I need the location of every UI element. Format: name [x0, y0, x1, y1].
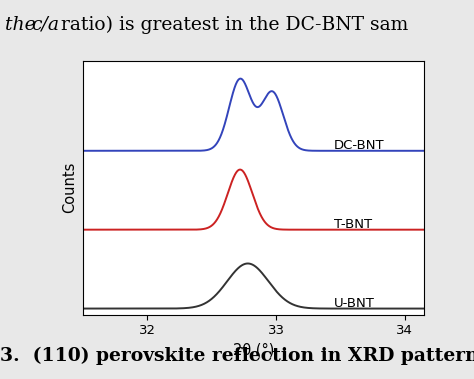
X-axis label: 2θ (°): 2θ (°)	[233, 343, 274, 358]
Text: U-BNT: U-BNT	[334, 297, 375, 310]
Text: 3.  (110) perovskite reflection in XRD patterns: 3. (110) perovskite reflection in XRD pa…	[0, 347, 474, 365]
Y-axis label: Counts: Counts	[63, 162, 77, 213]
Text: the: the	[5, 16, 42, 34]
Text: DC-BNT: DC-BNT	[334, 139, 385, 152]
Text: ratio) is greatest in the DC-BNT sam: ratio) is greatest in the DC-BNT sam	[55, 16, 408, 34]
Text: c/a: c/a	[31, 16, 59, 34]
Text: T-BNT: T-BNT	[334, 218, 372, 231]
